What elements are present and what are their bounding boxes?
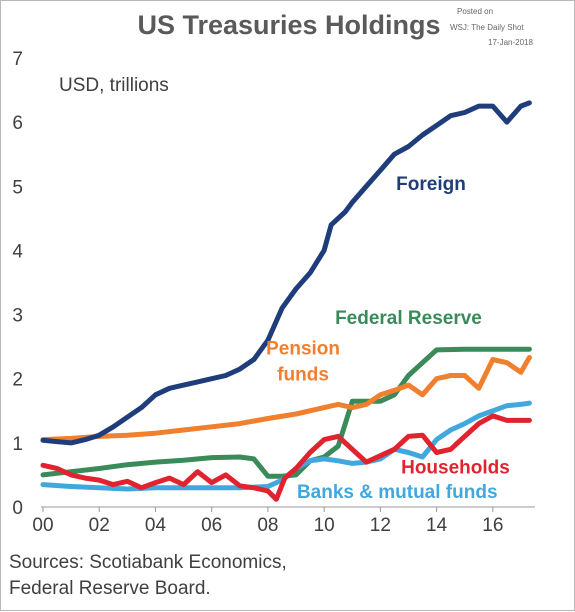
series-label-foreign: Foreign [396, 174, 466, 195]
series-lines [40, 100, 532, 502]
series-label-banks-mutual-funds: Banks & mutual funds [297, 482, 498, 503]
series-line-households [40, 413, 532, 502]
posted-on-note: Posted on [457, 7, 493, 16]
x-tick-label: 02 [89, 515, 110, 536]
x-tick-label: 12 [370, 515, 391, 536]
x-tick-label: 06 [201, 515, 222, 536]
sources-line-1: Sources: Scotiabank Economics, [9, 552, 287, 573]
y-tick-label: 2 [12, 370, 23, 391]
y-tick-label: 6 [12, 113, 23, 134]
y-axis-unit-label: USD, trillions [59, 75, 169, 96]
x-tick-label: 16 [482, 515, 503, 536]
series-line-banks-mutual-funds [40, 400, 532, 492]
series-label-households: Households [401, 458, 510, 479]
y-tick-label: 0 [12, 498, 23, 519]
x-tick-label: 08 [257, 515, 278, 536]
x-tick-label: 14 [426, 515, 448, 536]
y-tick-label: 7 [12, 49, 23, 70]
y-tick-label: 5 [12, 177, 23, 198]
series-label-federal-reserve: Federal Reserve [335, 308, 482, 329]
sources-line-2: Federal Reserve Board. [9, 578, 211, 599]
series-line-pension-funds [40, 355, 532, 443]
y-axis-ticks: 0 1 2 3 4 5 6 7 [12, 49, 23, 519]
y-tick-label: 3 [12, 306, 23, 327]
posted-source-note: WSJ: The Daily Shot [450, 23, 524, 32]
y-tick-label: 4 [12, 241, 23, 262]
x-axis-ticks: 00 02 04 06 08 10 12 14 16 [32, 507, 503, 536]
series-line-foreign [40, 100, 532, 446]
y-tick-label: 1 [12, 434, 23, 455]
series-label-pension-funds: Pension [266, 338, 340, 359]
posted-date-note: 17-Jan-2018 [488, 38, 533, 47]
chart-title: US Treasuries Holdings [137, 10, 440, 40]
x-tick-label: 04 [145, 515, 167, 536]
x-tick-label: 00 [32, 515, 53, 536]
series-labels: Foreign Federal Reserve Pension funds Househ… [266, 174, 510, 503]
x-tick-label: 10 [314, 515, 335, 536]
series-label-pension-funds: funds [277, 364, 329, 385]
